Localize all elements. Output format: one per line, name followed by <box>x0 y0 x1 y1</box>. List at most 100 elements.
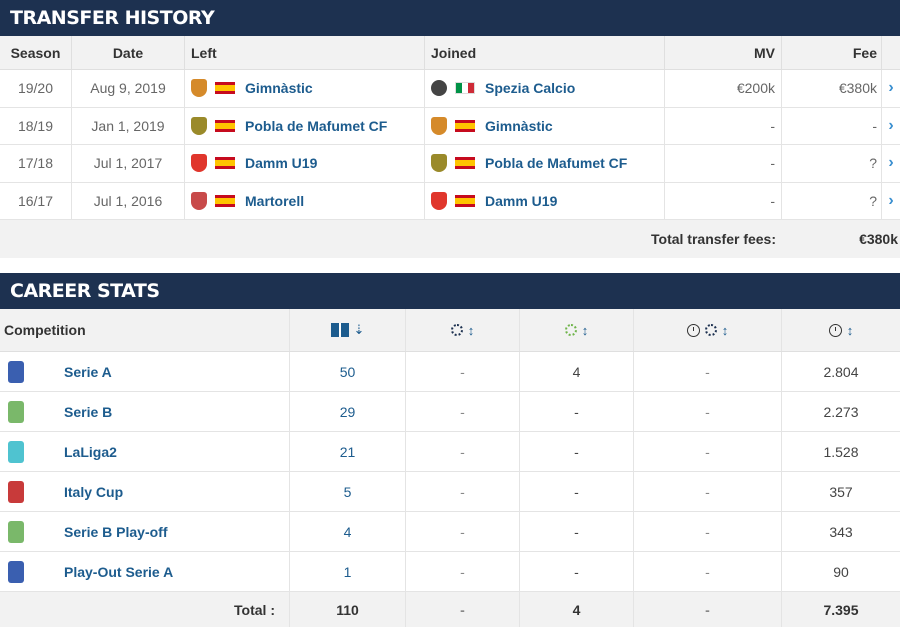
chevron-right-icon[interactable]: › <box>888 116 894 134</box>
club-crest-icon[interactable] <box>191 191 207 210</box>
appearances-link[interactable]: 4 <box>343 523 352 540</box>
competition-logo-icon[interactable] <box>8 480 24 503</box>
club-crest-icon[interactable] <box>431 80 447 97</box>
appearances-link[interactable]: 50 <box>339 363 356 380</box>
transfer-row: 19/20 Aug 9, 2019 Gimnàstic Spezia Calci… <box>0 70 900 108</box>
transfer-date: Jul 1, 2017 <box>72 145 185 182</box>
transfer-rows: 19/20 Aug 9, 2019 Gimnàstic Spezia Calci… <box>0 70 900 220</box>
transfer-season: 19/20 <box>0 70 72 107</box>
spain-flag-icon <box>215 157 235 170</box>
chevron-right-icon[interactable]: › <box>888 191 894 209</box>
appearances-link[interactable]: 29 <box>339 403 356 420</box>
transfer-history-section: TRANSFER HISTORY Season Date Left Joined… <box>0 0 900 258</box>
sort-minutes[interactable]: ↕ <box>828 322 854 338</box>
minutes-per-goal-value: - <box>634 512 782 551</box>
transfer-season: 16/17 <box>0 182 72 219</box>
competition-link[interactable]: Italy Cup <box>64 483 124 500</box>
transfer-row: 18/19 Jan 1, 2019 Pobla de Mafumet CF Gi… <box>0 107 900 145</box>
assists-value: 4 <box>520 352 634 391</box>
minutes-per-goal-value: - <box>634 352 782 391</box>
sort-icon: ↕ <box>581 322 589 338</box>
transfer-market-value: €200k <box>665 70 782 107</box>
competition-link[interactable]: Play-Out Serie A <box>64 563 174 580</box>
sort-minutes-per-goal[interactable]: ↕ <box>686 322 729 338</box>
appearances-link[interactable]: 1 <box>343 563 352 580</box>
joined-club-link[interactable]: Pobla de Mafumet CF <box>485 155 628 172</box>
competition-link[interactable]: Serie B <box>64 403 113 420</box>
sort-appearances[interactable]: ⇣ <box>330 322 364 338</box>
competition-link[interactable]: LaLiga2 <box>64 443 117 460</box>
minutes-value: 2.804 <box>823 363 859 380</box>
clock-icon <box>686 323 700 337</box>
minutes-value: 1.528 <box>823 443 859 460</box>
chevron-right-icon[interactable]: › <box>888 154 894 172</box>
joined-club-link[interactable]: Damm U19 <box>485 192 558 209</box>
competition-cell: Serie B <box>0 392 290 431</box>
spain-flag-icon <box>215 82 235 95</box>
clock-icon <box>828 323 842 337</box>
transfer-history-title: TRANSFER HISTORY <box>0 0 900 36</box>
club-crest-icon[interactable] <box>191 154 207 173</box>
goals-value: - <box>406 432 520 471</box>
total-transfer-fees-label: Total transfer fees: <box>651 231 776 247</box>
chevron-right-icon[interactable]: › <box>888 79 894 97</box>
competition-cell: Play-Out Serie A <box>0 552 290 591</box>
joined-club-link[interactable]: Gimnàstic <box>485 117 553 134</box>
competition-cell: LaLiga2 <box>0 432 290 471</box>
total-minutes-per-goal: - <box>634 592 782 627</box>
career-table-header: Competition ⇣ ↕ ↕ ↕ ↕ <box>0 309 900 352</box>
pitch-icon <box>330 323 349 337</box>
competition-link[interactable]: Serie A <box>64 363 112 380</box>
transfer-date: Jul 1, 2016 <box>72 182 185 219</box>
spain-flag-icon <box>455 157 475 170</box>
club-crest-icon[interactable] <box>191 79 207 98</box>
appearances-link[interactable]: 5 <box>343 483 352 500</box>
transfer-market-value: - <box>665 145 782 182</box>
competition-logo-icon[interactable] <box>8 520 24 543</box>
goals-value: - <box>406 552 520 591</box>
club-crest-icon[interactable] <box>431 116 447 135</box>
career-row: Serie B 29- - -2.273 <box>0 392 900 432</box>
career-row: Italy Cup 5- - -357 <box>0 472 900 512</box>
competition-logo-icon[interactable] <box>8 360 24 383</box>
goals-value: - <box>406 472 520 511</box>
transfer-fee: ? <box>782 145 882 182</box>
left-club-link[interactable]: Damm U19 <box>245 155 318 172</box>
italy-flag-icon <box>455 82 475 95</box>
club-crest-icon[interactable] <box>191 116 207 135</box>
transfer-market-value: - <box>665 107 782 144</box>
career-row: Serie A 50 -4- 2.804 <box>0 352 900 392</box>
competition-logo-icon[interactable] <box>8 440 24 463</box>
sort-icon: ↕ <box>467 322 475 338</box>
minutes-value: 2.273 <box>823 403 859 420</box>
competition-logo-icon[interactable] <box>8 400 24 423</box>
green-ball-icon <box>564 324 577 336</box>
transfer-season: 18/19 <box>0 107 72 144</box>
club-crest-icon[interactable] <box>431 154 447 173</box>
left-club-link[interactable]: Martorell <box>245 192 305 209</box>
assists-value: - <box>520 472 634 511</box>
minutes-per-goal-value: - <box>634 472 782 511</box>
left-club-link[interactable]: Gimnàstic <box>245 80 313 97</box>
header-left: Left <box>185 36 425 69</box>
sort-icon: ↕ <box>721 322 729 338</box>
minutes-per-goal-value: - <box>634 552 782 591</box>
assists-value: - <box>520 432 634 471</box>
header-competition: Competition <box>0 309 290 351</box>
appearances-link[interactable]: 21 <box>339 443 356 460</box>
transfer-total-row: Total transfer fees: €380k <box>0 220 900 258</box>
club-crest-icon[interactable] <box>431 191 447 210</box>
sort-icon: ↕ <box>846 322 854 338</box>
goals-value: - <box>406 512 520 551</box>
transfer-table-header: Season Date Left Joined MV Fee <box>0 36 900 70</box>
minutes-value: 343 <box>829 523 853 540</box>
assists-value: - <box>520 392 634 431</box>
competition-link[interactable]: Serie B Play-off <box>64 523 168 540</box>
sort-assists[interactable]: ↕ <box>564 322 589 338</box>
left-club-link[interactable]: Pobla de Mafumet CF <box>245 117 388 134</box>
transfer-row: 17/18 Jul 1, 2017 Damm U19 Pobla de Mafu… <box>0 145 900 183</box>
sort-goals[interactable]: ↕ <box>450 322 475 338</box>
joined-club-link[interactable]: Spezia Calcio <box>485 80 576 97</box>
competition-logo-icon[interactable] <box>8 560 24 583</box>
career-total-label: Total : <box>0 592 290 627</box>
